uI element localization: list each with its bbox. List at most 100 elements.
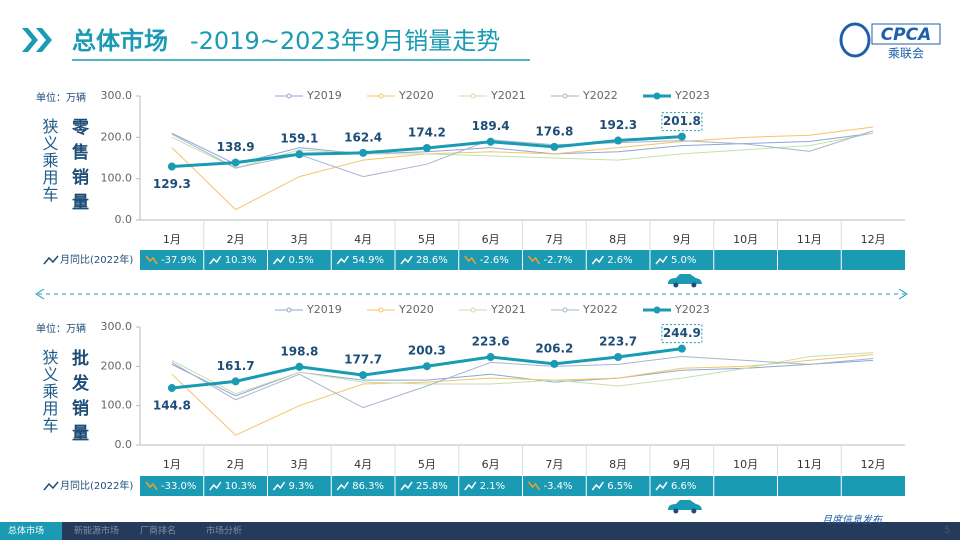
legend-marker — [470, 307, 476, 313]
logo-mark — [839, 22, 871, 58]
footer-tab[interactable]: 新能源市场 — [74, 525, 119, 537]
legend-label: Y2021 — [490, 303, 526, 316]
metric-label: 零售销量 — [68, 118, 90, 218]
yoy-value: 28.6% — [416, 255, 448, 266]
value-label: 206.2 — [535, 341, 573, 355]
y-tick-label: 300.0 — [101, 89, 133, 102]
value-label: 129.3 — [153, 177, 191, 191]
legend-label: Y2020 — [398, 303, 434, 316]
yoy-trend-icon — [591, 481, 604, 491]
x-tick-label: 12月 — [861, 233, 886, 246]
series-line — [171, 355, 874, 409]
yoy-value: -33.0% — [161, 481, 196, 492]
title-main: 总体市场 — [72, 27, 168, 55]
yoy-icon — [43, 481, 59, 491]
value-label-box — [661, 324, 703, 344]
yoy-label: 月同比(2022年) — [60, 479, 133, 492]
yoy-value: 6.5% — [607, 481, 632, 492]
value-label: 189.4 — [472, 119, 510, 133]
yoy-value: -3.4% — [544, 481, 573, 492]
data-point — [614, 136, 623, 145]
y-tick-label: 200.0 — [101, 130, 133, 143]
x-tick-label: 9月 — [673, 458, 691, 471]
x-tick-label: 8月 — [609, 458, 627, 471]
y-tick-label: 100.0 — [101, 172, 133, 185]
legend-marker — [378, 307, 384, 313]
series-line — [171, 352, 874, 395]
legend-label: Y2021 — [490, 89, 526, 102]
separator-arrows — [35, 288, 908, 300]
x-tick-label: 4月 — [354, 233, 372, 246]
legend-marker — [286, 307, 292, 313]
legend-label: Y2019 — [306, 89, 342, 102]
x-tick-label: 5月 — [418, 458, 436, 471]
footer-tab[interactable]: 总体市场 — [8, 525, 44, 537]
yoy-trend-icon — [655, 481, 668, 491]
yoy-trend-icon — [464, 481, 477, 491]
data-point — [231, 158, 240, 167]
x-tick-label: 1月 — [163, 233, 181, 246]
yoy-trend-icon — [400, 481, 413, 491]
legend-marker — [562, 307, 568, 313]
legend-marker — [470, 93, 476, 99]
yoy-value: -2.6% — [480, 255, 509, 266]
data-point — [550, 359, 559, 368]
footer-tab[interactable]: 厂商排名 — [140, 525, 176, 537]
yoy-trend-icon — [336, 481, 349, 491]
data-point — [422, 143, 431, 152]
data-point — [677, 344, 686, 353]
yoy-trend-icon — [464, 255, 477, 265]
yoy-trend-icon — [272, 481, 286, 491]
data-point — [295, 150, 304, 159]
yoy-value: 10.3% — [225, 255, 257, 266]
unit-label: 单位：万辆 — [36, 322, 86, 335]
legend-label: Y2020 — [398, 89, 434, 102]
x-tick-label: 7月 — [545, 233, 563, 246]
data-point — [359, 371, 368, 380]
series-line — [171, 359, 874, 397]
data-point — [486, 353, 495, 362]
car-wheel — [673, 508, 679, 514]
yoy-trend-icon — [591, 255, 604, 265]
x-tick-label: 9月 — [673, 233, 691, 246]
x-tick-label: 2月 — [227, 233, 245, 246]
yoy-trend-icon — [209, 481, 222, 491]
value-label: 159.1 — [280, 132, 318, 146]
yoy-value: 0.5% — [289, 255, 314, 266]
x-tick-label: 11月 — [797, 233, 822, 246]
yoy-trend-icon — [336, 255, 349, 265]
footer-tab[interactable]: 市场分析 — [206, 525, 242, 537]
data-point — [422, 362, 431, 371]
side-label: 狭义乘用车 — [40, 349, 59, 434]
data-point — [359, 148, 368, 157]
footer-active-tab — [0, 522, 62, 540]
yoy-trend-icon — [400, 255, 413, 265]
header-chevrons — [22, 28, 52, 52]
yoy-value: 9.3% — [289, 481, 314, 492]
value-label: 223.6 — [472, 335, 510, 349]
data-point — [295, 362, 304, 371]
x-tick-label: 6月 — [482, 233, 500, 246]
x-tick-label: 12月 — [861, 458, 886, 471]
yoy-value: -2.7% — [544, 255, 573, 266]
x-tick-label: 10月 — [733, 233, 758, 246]
x-tick-label: 2月 — [227, 458, 245, 471]
yoy-value: 5.0% — [671, 255, 696, 266]
unit-label: 单位：万辆 — [36, 91, 86, 104]
x-tick-label: 3月 — [290, 233, 308, 246]
value-label: 138.9 — [217, 140, 255, 154]
legend-marker — [653, 92, 661, 100]
value-label: 177.7 — [344, 353, 382, 367]
data-point — [677, 132, 686, 141]
x-tick-label: 10月 — [733, 458, 758, 471]
series-line — [171, 354, 874, 436]
x-tick-label: 6月 — [482, 458, 500, 471]
value-label-box — [661, 112, 703, 132]
y-tick-label: 0.0 — [115, 213, 133, 226]
legend-marker — [562, 93, 568, 99]
car-icon — [667, 274, 702, 284]
y-tick-label: 0.0 — [115, 438, 133, 451]
data-point — [550, 142, 559, 151]
data-point — [486, 137, 495, 146]
